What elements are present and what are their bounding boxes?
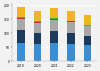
Bar (50, 43, 58, 61)
Bar (34, 44, 41, 61)
Bar (34, 21, 41, 22)
Bar (67, 44, 74, 61)
Bar (50, 20, 58, 31)
Bar (67, 22, 74, 33)
Bar (17, 19, 25, 30)
Bar (34, 33, 41, 44)
Bar (84, 36, 91, 45)
Bar (84, 25, 91, 26)
Bar (50, 31, 58, 43)
Bar (84, 45, 91, 61)
Bar (17, 7, 25, 17)
Bar (17, 30, 25, 43)
Bar (34, 22, 41, 23)
Bar (67, 21, 74, 22)
Bar (17, 18, 25, 19)
Bar (34, 11, 41, 21)
Bar (67, 33, 74, 44)
Bar (67, 11, 74, 21)
Bar (84, 26, 91, 36)
Bar (50, 8, 58, 18)
Bar (50, 19, 58, 20)
Bar (17, 43, 25, 61)
Bar (84, 15, 91, 25)
Bar (50, 18, 58, 19)
Bar (34, 23, 41, 33)
Bar (17, 17, 25, 18)
